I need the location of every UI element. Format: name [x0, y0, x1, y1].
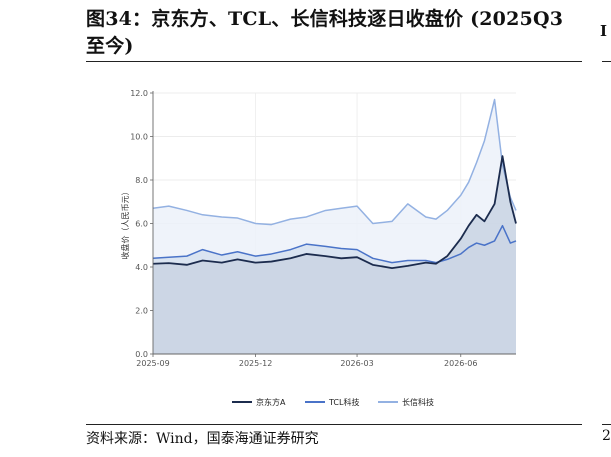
figure-title: 图34：京东方、TCL、长信科技逐日收盘价 (2025Q3至今) — [86, 8, 564, 57]
source-note: 资料来源：Wind，国泰海通证券研究 — [86, 431, 319, 447]
legend-label-1: 京东方A — [256, 397, 286, 407]
x-tick-label: 2026-03 — [340, 359, 373, 368]
adjacent-column-rule — [602, 61, 611, 62]
adjacent-column-fragment: I — [600, 22, 608, 40]
legend-label-3: 长信科技 — [402, 397, 434, 407]
series-line-1 — [152, 155, 517, 269]
area-fill-series-1 — [153, 156, 516, 354]
y-tick-label: 0.0 — [135, 350, 148, 359]
chart-legend: 京东方A TCL科技 长信科技 — [232, 397, 434, 407]
adjacent-source-rule — [602, 424, 611, 425]
source-rule — [86, 424, 582, 425]
legend-label-2: TCL科技 — [328, 397, 359, 407]
y-tick-label: 10.0 — [130, 133, 148, 142]
series-line-3 — [152, 98, 517, 226]
y-tick-label: 2.0 — [135, 307, 148, 316]
y-axis-label: 收盘价（人民币元） — [120, 188, 130, 260]
series-line-2 — [152, 224, 517, 264]
chart-areas — [153, 99, 516, 354]
y-tick-label: 4.0 — [135, 263, 148, 272]
x-tick-label: 2025-09 — [136, 359, 169, 368]
y-tick-label: 6.0 — [135, 220, 148, 229]
y-tick-label: 8.0 — [135, 176, 148, 185]
y-tick-label: 12.0 — [130, 89, 148, 98]
adjacent-column-footnote: 2 — [602, 428, 611, 444]
chart-axes: 0.0 2.0 4.0 6.0 8.0 10.0 12.0 2025-09 2025-12 202… — [130, 89, 516, 368]
title-underline — [86, 61, 582, 62]
x-tick-label: 2026-06 — [444, 359, 477, 368]
x-tick-label: 2025-12 — [239, 359, 272, 368]
chart-lines — [152, 98, 517, 269]
